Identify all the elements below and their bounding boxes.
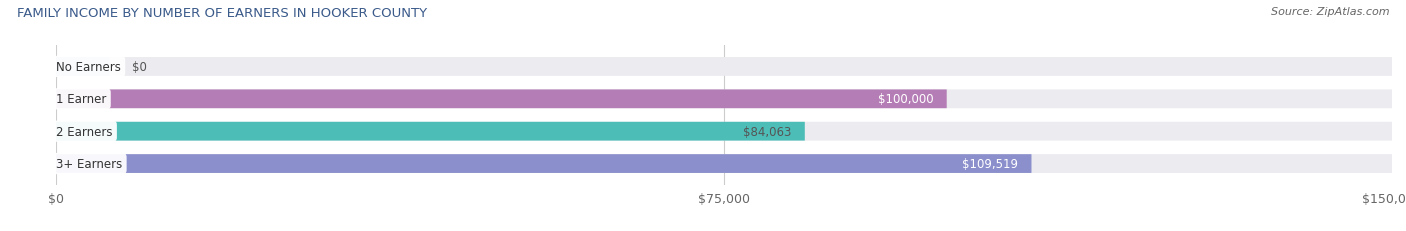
FancyBboxPatch shape (56, 122, 1392, 141)
Text: $0: $0 (132, 61, 146, 74)
Text: $109,519: $109,519 (962, 157, 1018, 170)
Text: 2 Earners: 2 Earners (56, 125, 112, 138)
FancyBboxPatch shape (56, 155, 1032, 173)
FancyBboxPatch shape (56, 90, 946, 109)
Text: No Earners: No Earners (56, 61, 121, 74)
Text: $84,063: $84,063 (742, 125, 792, 138)
Text: Source: ZipAtlas.com: Source: ZipAtlas.com (1271, 7, 1389, 17)
FancyBboxPatch shape (56, 90, 1392, 109)
FancyBboxPatch shape (56, 122, 804, 141)
Text: 1 Earner: 1 Earner (56, 93, 107, 106)
FancyBboxPatch shape (56, 155, 1392, 173)
FancyBboxPatch shape (56, 58, 1392, 76)
Text: FAMILY INCOME BY NUMBER OF EARNERS IN HOOKER COUNTY: FAMILY INCOME BY NUMBER OF EARNERS IN HO… (17, 7, 427, 20)
FancyBboxPatch shape (56, 58, 110, 76)
Text: 3+ Earners: 3+ Earners (56, 157, 122, 170)
Text: $100,000: $100,000 (877, 93, 934, 106)
